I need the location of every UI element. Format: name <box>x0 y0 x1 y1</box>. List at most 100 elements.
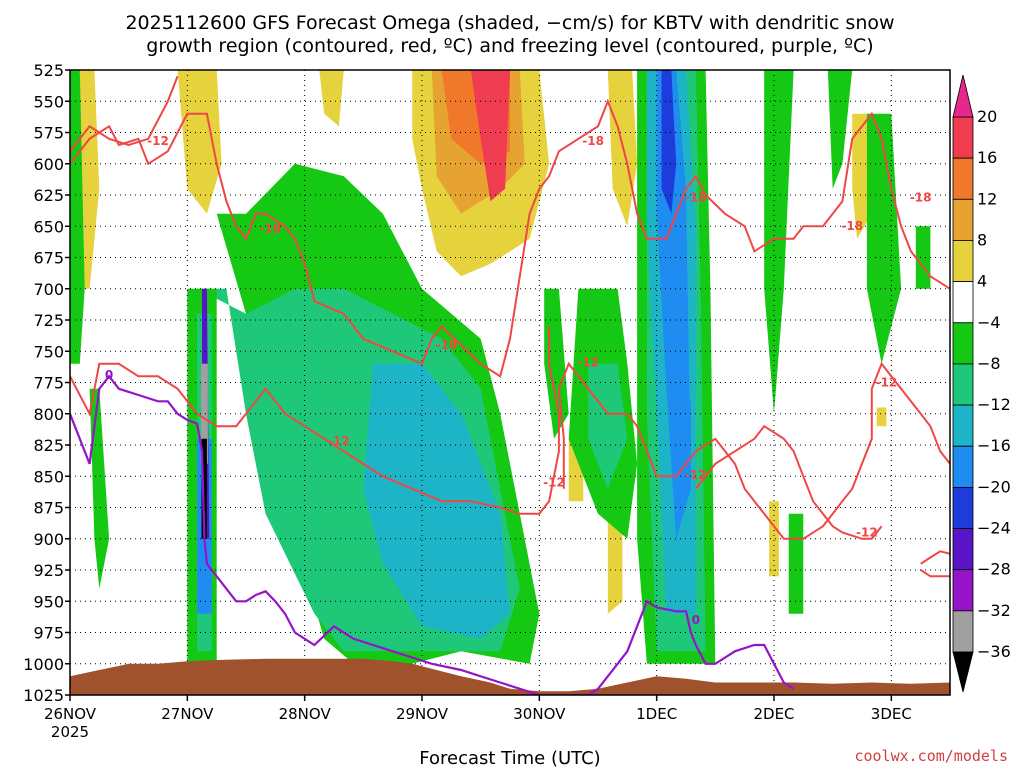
y-tick-label: 575 <box>33 124 64 143</box>
x-tick-label: 1DEC <box>636 705 677 723</box>
colorbar-swatch <box>952 363 974 406</box>
y-tick-label: 600 <box>33 155 64 174</box>
dendritic-contour-line <box>70 98 950 378</box>
y-tick-label: 800 <box>33 405 64 424</box>
colorbar-top-arrow <box>952 74 974 118</box>
dendritic-contour-label: -18 <box>841 219 863 233</box>
omega-shaded-region <box>788 513 804 614</box>
omega-shaded-region <box>177 70 222 214</box>
omega-shaded-region <box>769 501 779 577</box>
dendritic-contour-line <box>557 361 950 540</box>
omega-shaded-region <box>544 288 569 439</box>
colorbar-label: 16 <box>977 148 997 167</box>
terrain-fill <box>70 658 950 695</box>
omega-shaded-region <box>764 70 794 414</box>
x-tick-label: 3DEC <box>871 705 912 723</box>
dendritic-growth-contours: -12 -18 -12 -12 -12 -18 -18 -18 -18 -18 -12 -12 -12 <box>70 75 950 578</box>
y-tick-label: 875 <box>33 499 64 518</box>
y-tick-label: 625 <box>33 186 64 205</box>
dendritic-contour-label: -18 <box>910 190 932 204</box>
colorbar-label: −24 <box>977 519 1011 538</box>
x-axis-title: Forecast Time (UTC) <box>419 748 600 768</box>
chart-title-line-1: 2025112600 GFS Forecast Omega (shaded, −… <box>125 12 894 34</box>
omega-shaded-region <box>827 70 853 189</box>
colorbar-swatch <box>952 404 974 447</box>
colorbar-swatch <box>952 198 974 241</box>
dendritic-contour-label: -18 <box>582 134 604 148</box>
y-tick-label: 1000 <box>23 655 64 674</box>
x-tick-label: 26NOV <box>44 705 97 723</box>
dendritic-contour-line <box>920 569 950 578</box>
colorbar-label: 4 <box>977 272 987 291</box>
dendritic-contour-line <box>920 550 950 565</box>
y-tick-label: 850 <box>33 467 64 486</box>
colorbar-label: −4 <box>977 313 1001 332</box>
y-tick-label: 775 <box>33 374 64 393</box>
omega-shaded-region <box>876 407 887 427</box>
plot-area: -12 -18 -12 -12 -12 -18 -18 -18 -18 -18 -12 -12-12 … <box>70 70 950 695</box>
dendritic-contour-label: -12 <box>147 134 169 148</box>
dendritic-contour-label: -12 <box>856 525 878 539</box>
freezing-level-contour: 00 <box>70 368 795 695</box>
colorbar-label: −8 <box>977 354 1001 373</box>
y-tick-label: 525 <box>33 61 64 80</box>
chart-title: 2025112600 GFS Forecast Omega (shaded, −… <box>125 12 894 57</box>
colorbar-swatch <box>952 116 974 159</box>
y-tick-label: 650 <box>33 217 64 236</box>
colorbar-label: 12 <box>977 189 997 208</box>
y-tick-label: 750 <box>33 342 64 361</box>
freezing-level-line <box>70 374 795 695</box>
colorbar-swatch <box>952 486 974 529</box>
omega-shaded-region <box>363 363 510 639</box>
x-tick-label: 29NOV <box>396 705 449 723</box>
y-tick-label: 725 <box>33 311 64 330</box>
y-tick-label: 675 <box>33 249 64 268</box>
dendritic-contour-line <box>70 326 560 515</box>
omega-shaded-region <box>676 401 691 477</box>
y-tick-label: 550 <box>33 92 64 111</box>
colorbar-label: 8 <box>977 230 987 249</box>
dendritic-contour-label: -12 <box>328 434 350 448</box>
colorbar-swatch <box>952 528 974 571</box>
dendritic-contour-line <box>70 75 179 152</box>
dendritic-contour-label: -12 <box>685 468 707 482</box>
omega-shaded-region <box>89 388 110 589</box>
grid-layer <box>70 70 950 695</box>
omega-shaded-region <box>866 113 902 364</box>
omega-shaded-region <box>79 70 100 289</box>
y-tick-label: 975 <box>33 624 64 643</box>
y-tick-label: 700 <box>33 280 64 299</box>
freezing-level-label: 0 <box>692 613 700 627</box>
colorbar-swatch <box>952 569 974 612</box>
dendritic-contour-label: -12 <box>876 375 898 389</box>
dendritic-contour-line <box>695 424 883 540</box>
y-tick-label: 900 <box>33 530 64 549</box>
freezing-level-label: 0 <box>105 368 113 382</box>
colorbar-swatch <box>952 322 974 365</box>
x-tick-label: 27NOV <box>161 705 214 723</box>
dendritic-contour-label: -12 <box>577 355 599 369</box>
omega-shaded-region <box>588 363 628 489</box>
x-tick-year-label: 2025 <box>51 723 89 741</box>
omega-shaded-region <box>661 70 677 214</box>
y-tick-label: 825 <box>33 436 64 455</box>
colorbar-label: 20 <box>977 107 997 126</box>
credit-text: coolwx.com/models <box>854 747 1008 765</box>
colorbar-label: −32 <box>977 601 1011 620</box>
dendritic-contour-label: -18 <box>260 222 282 236</box>
colorbar-bottom-arrow <box>952 651 974 693</box>
colorbar-label: −20 <box>977 477 1011 496</box>
omega-shading-layer <box>70 70 931 664</box>
colorbar-label: −36 <box>977 642 1011 661</box>
omega-shaded-region <box>470 70 510 202</box>
y-tick-label: 925 <box>33 561 64 580</box>
y-tick-label: 950 <box>33 592 64 611</box>
dendritic-contour-label: -18 <box>436 338 458 352</box>
dendritic-contour-label: -12 <box>543 475 565 489</box>
colorbar: 20 16 12 8 4 −4 −8 −12 −16 −20 −24 −28 −32 −36 <box>952 74 1011 693</box>
omega-shaded-region <box>915 226 931 289</box>
terrain-layer <box>70 658 950 695</box>
omega-shaded-region <box>70 70 85 364</box>
